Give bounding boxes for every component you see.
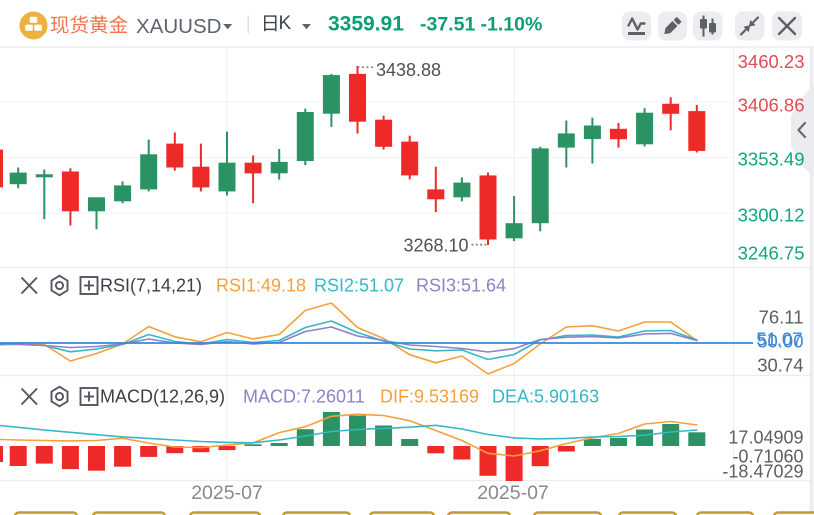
svg-text:-0.71060: -0.71060 xyxy=(732,446,803,466)
svg-text:MACD:7.26011: MACD:7.26011 xyxy=(243,387,365,407)
svg-text:-37.51: -37.51 xyxy=(420,14,475,36)
svg-text:3300.12: 3300.12 xyxy=(738,205,805,226)
svg-text:-1.10%: -1.10% xyxy=(481,14,543,36)
svg-text:51.07: 51.07 xyxy=(756,329,802,350)
svg-text:3438.88: 3438.88 xyxy=(376,60,441,80)
svg-text:3460.23: 3460.23 xyxy=(738,51,805,72)
svg-text:76.11: 76.11 xyxy=(759,307,804,328)
svg-text:50.00: 50.00 xyxy=(757,331,803,352)
svg-text:30.74: 30.74 xyxy=(757,355,803,376)
svg-text:MACD(12,26,9): MACD(12,26,9) xyxy=(100,387,225,407)
svg-text:3268.10: 3268.10 xyxy=(404,236,469,256)
svg-text:17.04909: 17.04909 xyxy=(728,427,803,447)
svg-text:2025-07: 2025-07 xyxy=(477,482,549,504)
svg-text:2025-07: 2025-07 xyxy=(191,482,263,504)
svg-text:3353.49: 3353.49 xyxy=(738,149,805,170)
svg-text:DEA:5.90163: DEA:5.90163 xyxy=(492,387,599,407)
svg-text:3246.75: 3246.75 xyxy=(738,243,805,264)
svg-text:XAUUSD: XAUUSD xyxy=(136,15,221,38)
svg-text:DIF:9.53169: DIF:9.53169 xyxy=(380,387,479,407)
svg-text:K: K xyxy=(279,13,292,34)
svg-text:-18.47029: -18.47029 xyxy=(722,461,803,481)
svg-text:3359.91: 3359.91 xyxy=(328,13,404,36)
svg-text:3406.86: 3406.86 xyxy=(738,95,805,116)
svg-text:RSI(7,14,21): RSI(7,14,21) xyxy=(100,276,202,296)
svg-text:RSI3:51.64: RSI3:51.64 xyxy=(416,276,506,296)
svg-text:RSI1:49.18: RSI1:49.18 xyxy=(216,276,306,296)
svg-text:RSI2:51.07: RSI2:51.07 xyxy=(314,276,404,296)
